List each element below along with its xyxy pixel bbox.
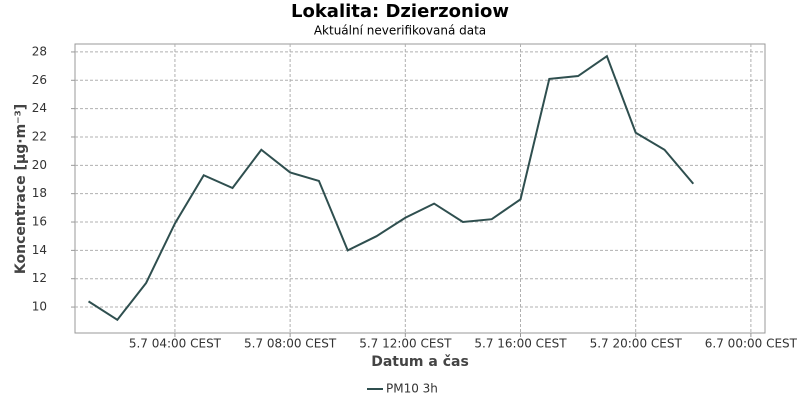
y-tick-label: 12 [32,271,47,285]
y-tick-label: 16 [32,215,47,229]
y-tick-label: 28 [32,44,47,58]
y-tick-label: 20 [32,158,47,172]
y-tick-label: 26 [32,73,47,87]
x-tick-label: 5.7 16:00 CEST [474,337,567,351]
chart-subtitle: Aktuální neverifikovaná data [314,24,486,38]
x-tick-label: 5.7 20:00 CEST [590,337,683,351]
y-tick-label: 18 [32,186,47,200]
y-tick-label: 10 [32,300,47,314]
plot-area [74,43,766,334]
data-line [87,54,695,322]
x-tick-label: 5.7 08:00 CEST [244,337,337,351]
chart-title: Lokalita: Dzierzoniow [291,1,509,22]
y-axis-label: Koncentrace [µg·m⁻³] [13,104,29,274]
y-tick-label: 14 [32,243,47,257]
x-tick-label: 5.7 12:00 CEST [359,337,452,351]
x-tick-label: 6.7 00:00 CEST [705,337,798,351]
y-tick-label: 22 [32,129,47,143]
x-axis-label: Datum a čas [371,354,469,370]
y-tick-label: 24 [32,101,47,115]
x-tick-label: 5.7 04:00 CEST [129,337,222,351]
legend-label: PM10 3h [386,382,438,396]
